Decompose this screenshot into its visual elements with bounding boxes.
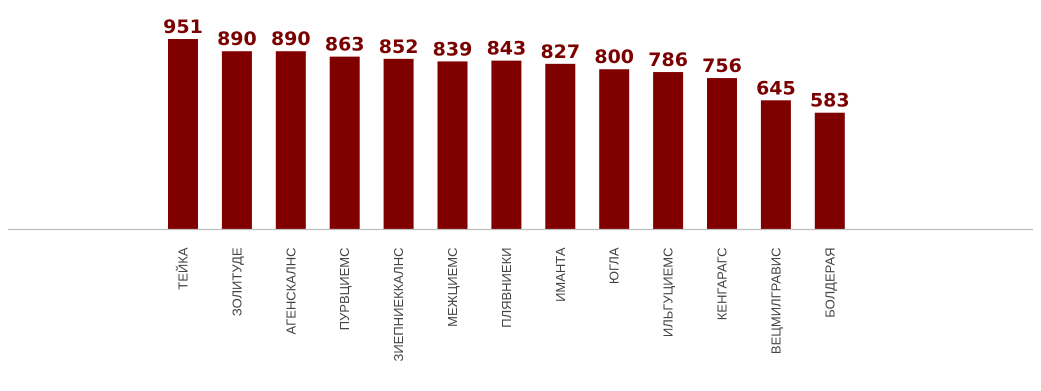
bar [814,112,845,230]
bar [760,100,791,230]
category-label: ЗОЛИТУДЕ [229,247,244,316]
category-label: ПЛЯВНИЕКИ [499,248,514,328]
bar [221,51,252,230]
category-label: БОЛДЕРАЯ [822,248,837,318]
data-label: 863 [325,34,365,56]
category-label: ИМАНТА [553,247,568,302]
data-label: 843 [487,38,527,60]
bar [491,60,522,230]
bar [545,63,576,230]
data-label: 786 [648,49,688,71]
data-label: 800 [594,46,634,68]
bar [168,39,198,230]
data-label: 852 [379,36,419,58]
bar [329,56,360,230]
category-label: АГЕНСКАЛНС [283,248,298,335]
category-label: ПУРВЦИЕМС [337,248,352,331]
value-labels-group: 951 890 890 863 852 839 843 827 800 786 756 645 583 [163,16,849,112]
data-label: 645 [756,77,796,99]
bar [275,51,306,230]
bar [437,61,468,230]
bar [653,72,684,230]
category-label: ВЕЦМИЛГРАВИС [768,248,783,355]
data-label: 756 [702,55,742,77]
bar [707,78,737,230]
category-label: ТЕЙКА [176,247,191,290]
category-label: ЗИЕПНИЕККАЛНС [391,248,406,362]
category-label: ИЛЬГУЦИЕМС [661,248,676,338]
data-label: 583 [810,90,850,112]
bar [599,69,630,230]
category-label: ЮГЛА [607,247,622,284]
data-label: 839 [433,38,473,60]
data-label: 827 [540,41,580,63]
bar [383,58,414,230]
bars-group [168,39,845,230]
category-label: МЕЖЦИЕМС [445,248,460,327]
data-label: 890 [271,28,311,50]
data-label: 890 [217,28,257,50]
data-label: 951 [163,16,203,38]
category-labels-group: ТЕЙКА ЗОЛИТУДЕ АГЕНСКАЛНС ПУРВЦИЕМС ЗИЕПНИЕК… [176,247,838,361]
category-label: КЕНГАРАГС [715,248,730,321]
